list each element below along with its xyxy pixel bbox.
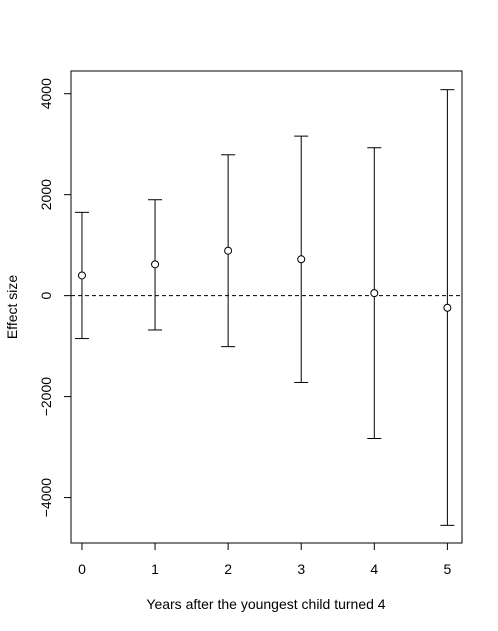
x-tick-label: 3 [297, 561, 305, 577]
x-tick-label: 4 [370, 561, 378, 577]
point-estimate [151, 260, 160, 269]
point-estimate [224, 246, 233, 255]
y-tick-label: 4000 [38, 78, 54, 109]
x-tick-label: 1 [151, 561, 159, 577]
x-axis-label: Years after the youngest child turned 4 [146, 596, 385, 612]
x-tick-label: 5 [443, 561, 451, 577]
point-estimate [443, 303, 452, 312]
x-axis: 0 1 2 3 4 5 [78, 543, 451, 577]
y-axis: −4000 −2000 0 2000 4000 [38, 78, 71, 517]
point-estimate [297, 255, 306, 264]
y-tick-label: −4000 [38, 478, 54, 518]
point-estimate [370, 289, 379, 298]
y-tick-label: 0 [38, 292, 54, 300]
x-tick-label: 2 [224, 561, 232, 577]
plot-frame [70, 70, 463, 544]
y-tick-label: 2000 [38, 179, 54, 210]
point-estimate [77, 271, 86, 280]
x-tick-label: 0 [78, 561, 86, 577]
error-bar-marks [74, 89, 455, 526]
y-axis-label: Effect size [4, 275, 20, 340]
y-tick-label: −2000 [38, 377, 54, 417]
